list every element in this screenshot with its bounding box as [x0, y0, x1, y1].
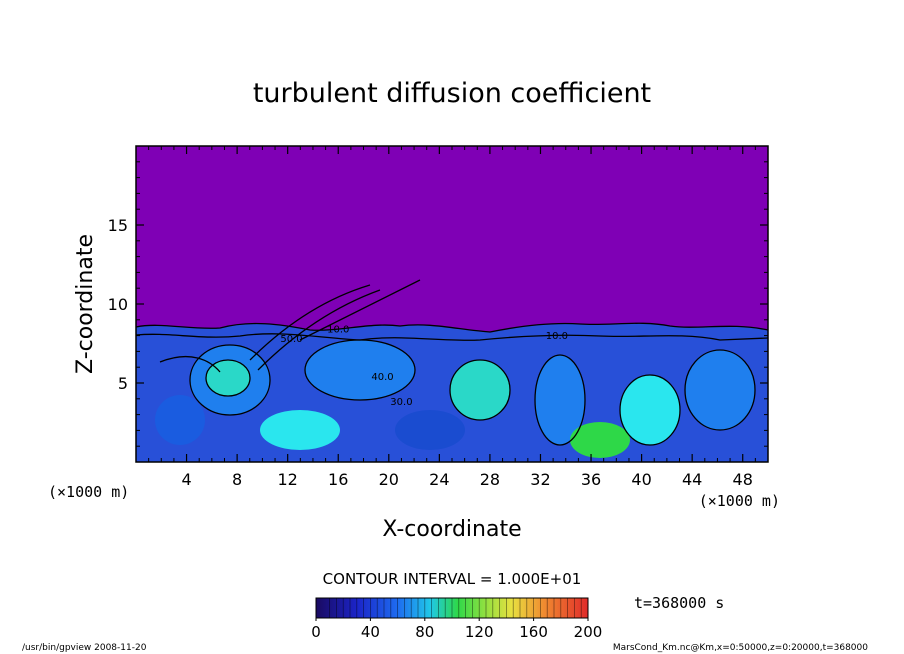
time-label: t=368000 s [634, 594, 724, 612]
colorbar-tick-label: 40 [361, 623, 380, 641]
x-axis-label: X-coordinate [382, 517, 521, 542]
eddy [620, 375, 680, 445]
x-tick-label: 12 [278, 470, 298, 489]
x-tick-label: 44 [682, 470, 702, 489]
contour-interval-label: CONTOUR INTERVAL = 1.000E+01 [323, 570, 582, 588]
x-tick-label: 16 [328, 470, 348, 489]
eddy [260, 410, 340, 450]
eddy [305, 340, 415, 400]
turbulent-field [136, 279, 768, 462]
z-tick-label: 5 [118, 374, 128, 393]
x-axis: 4 8 12 16 20 24 28 32 36 40 44 48 [148, 146, 769, 489]
x-axis-unit: (×1000 m) [699, 492, 780, 510]
footer-right: MarsCond_Km.nc@Km,x=0:50000,z=0:20000,t=… [613, 643, 868, 653]
x-tick-label: 8 [232, 470, 242, 489]
colorbar-tick-label: 80 [415, 623, 434, 641]
z-axis: 5 10 15 [108, 161, 768, 447]
colorbar-tick-label: 0 [311, 623, 321, 641]
x-tick-label: 36 [581, 470, 601, 489]
eddy [685, 350, 755, 430]
contour-label: 40.0 [371, 372, 393, 383]
colorbar-tick-label: 200 [574, 623, 603, 641]
colorbar-contour-stripes [329, 598, 582, 618]
eddy [570, 422, 630, 458]
x-tick-label: 24 [429, 470, 449, 489]
z-tick-label: 10 [108, 295, 128, 314]
x-tick-label: 28 [480, 470, 500, 489]
colorbar-tick-label: 120 [465, 623, 494, 641]
z-tick-label: 15 [108, 216, 128, 235]
x-tick-label: 48 [733, 470, 753, 489]
eddy [155, 395, 205, 445]
contour-lines [136, 279, 768, 446]
contour-label: 30.0 [390, 397, 412, 408]
eddy [450, 360, 510, 420]
x-tick-label: 40 [631, 470, 651, 489]
chart-title: turbulent diffusion coefficient [253, 78, 651, 109]
contour-label: 10.0 [546, 331, 568, 342]
colorbar-tick-label: 160 [519, 623, 548, 641]
contour-label: 10.0 [327, 324, 349, 335]
x-tick-label: 32 [530, 470, 550, 489]
x-tick-label: 20 [379, 470, 399, 489]
plot-area: 40.0 50.0 30.0 10.0 10.0 [135, 145, 769, 463]
eddy [535, 355, 585, 445]
contour-label: 50.0 [280, 334, 302, 345]
colorbar-ticks: 0 40 80 120 160 200 [311, 618, 602, 641]
footer-left: /usr/bin/gpview 2008-11-20 [22, 643, 147, 653]
z-axis-label: Z-coordinate [73, 234, 98, 374]
z-axis-unit: (×1000 m) [48, 483, 129, 501]
colorbar: 0 40 80 120 160 200 [311, 597, 602, 641]
eddy [395, 410, 465, 450]
contour-labels: 40.0 50.0 30.0 10.0 10.0 [280, 324, 568, 408]
x-tick-label: 4 [181, 470, 191, 489]
